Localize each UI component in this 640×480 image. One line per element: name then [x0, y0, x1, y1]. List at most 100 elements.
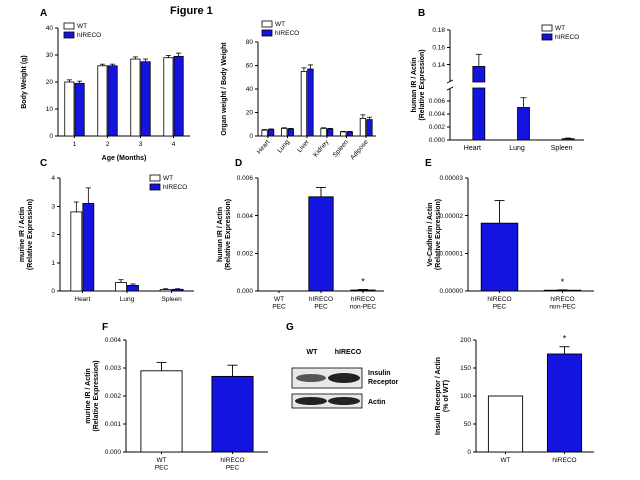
x-tick-label: Lung [276, 138, 291, 154]
bar-wt-5 [359, 117, 367, 137]
bar-hireco-2 [140, 61, 151, 137]
y-tick-label: 50 [464, 421, 472, 428]
y-tick-label: 100 [460, 393, 471, 400]
bar-wt-3 [163, 57, 174, 137]
blot-band [295, 397, 327, 405]
legend-swatch-wt [63, 22, 75, 30]
y-tick-label: 0.000 [237, 288, 254, 295]
significance-star: * [561, 277, 565, 287]
bar-hireco-0 [74, 82, 85, 137]
blot-band [328, 397, 360, 405]
y-tick-label: 0.003 [105, 365, 122, 372]
bar-wt-1 [281, 127, 288, 137]
y-tick-label: 0 [249, 133, 253, 140]
panel-letter: E [425, 158, 432, 169]
y-tick-label: 2 [51, 232, 55, 239]
axis-break [446, 86, 454, 91]
significance-star: * [361, 276, 365, 286]
bar-lower-0 [472, 87, 486, 141]
bar-1 [211, 375, 254, 453]
bar-upper-0 [472, 66, 486, 83]
blot-band [296, 374, 326, 382]
y-tick-label: 60 [246, 63, 254, 70]
x-tick-label: 2 [106, 141, 110, 148]
y-tick-label: 0.006 [237, 175, 254, 182]
x-axis-label: Age (Months) [102, 155, 147, 162]
y-tick-label: 40 [46, 25, 54, 32]
bar-0 [480, 222, 519, 292]
x-tick-label: hIRECO PEC [220, 457, 244, 472]
bar-wt-1 [97, 65, 108, 137]
chart-panel-A2: 0 20 40 60 80 Organ weight / Body Weight Heart… [221, 20, 376, 161]
legend-label: hIRECO [163, 184, 187, 191]
chart-panel-C: C 0 1 2 3 4 murine IR / Actin(Relative Express… [19, 158, 194, 303]
blot-strip-insulin-receptor [291, 367, 363, 389]
chart-panel-G: 0 50 100 150 200 Insulin Receptor / Actin(% o… [435, 334, 594, 464]
legend-swatch-hireco [63, 31, 75, 39]
blot-row-label: Actin [368, 399, 386, 406]
x-tick-label: hIRECO non-PEC [549, 296, 576, 311]
y-tick-label: 30 [46, 52, 54, 59]
y-tick-label: 4 [51, 175, 55, 182]
panel-letter: B [418, 8, 425, 19]
y-tick-label: 0.004 [429, 111, 446, 118]
blot-row-label: Insulin Receptor [368, 370, 399, 386]
y-tick-label: 0.002 [237, 251, 254, 258]
bar-hireco-3 [326, 128, 334, 137]
y-tick-label: 0.18 [432, 27, 445, 34]
x-tick-label: Heart [256, 139, 272, 156]
chart-panel-B: B 0.000 0.002 0.004 0.006 0.14 0.16 0.18 human I… [411, 8, 584, 152]
bar-2 [561, 138, 575, 141]
x-tick-label: 1 [73, 141, 77, 148]
bar-wt-0 [70, 211, 83, 292]
western-blot: G WT hIRECO Insulin Receptor Actin [286, 322, 399, 409]
x-tick-label: Kidney [312, 138, 331, 158]
y-tick-label: 0 [51, 288, 55, 295]
bar-hireco-4 [346, 131, 353, 137]
x-tick-label: Lung [509, 145, 525, 152]
bar-wt-2 [130, 58, 141, 137]
legend-label: WT [77, 23, 87, 30]
legend-swatch-hireco [261, 29, 273, 37]
y-tick-label: 0 [467, 449, 471, 456]
y-tick-label: 10 [46, 106, 54, 113]
y-tick-label: 20 [246, 110, 254, 117]
legend-label: hIRECO [555, 34, 579, 41]
y-tick-label: 0.00003 [440, 175, 464, 182]
figure-title: Figure 1 [170, 5, 213, 17]
y-axis-label: human IR / Actin(Relative Expression) [217, 199, 232, 270]
bar-1 [308, 196, 334, 292]
panel-letter: G [286, 322, 294, 333]
panel-letter: C [40, 158, 47, 169]
bar-hireco-1 [287, 128, 294, 137]
bar-wt-0 [261, 129, 268, 137]
bar-1 [546, 353, 583, 453]
bar-hireco-3 [173, 55, 184, 137]
chart-panel-E: E 0.00000 0.00001 0.00002 0.00003 Ve-Cadherin… [425, 158, 594, 311]
x-tick-label: Heart [464, 145, 481, 152]
y-tick-label: 0.00001 [440, 251, 464, 258]
bar-wt-2 [300, 70, 308, 137]
chart-panel-F: F 0.000 0.001 0.002 0.003 0.004 murine IR / Ac… [85, 322, 268, 472]
bar-hireco-2 [307, 68, 314, 137]
legend-label: hIRECO [275, 30, 299, 37]
y-tick-label: 20 [46, 79, 54, 86]
y-tick-label: 0.00002 [440, 213, 464, 220]
bar-hireco-1 [107, 65, 118, 137]
blot-lane-label: WT [307, 349, 319, 356]
y-tick-label: 0.006 [429, 98, 446, 105]
legend-label: WT [275, 21, 285, 28]
y-tick-label: 0.004 [105, 337, 122, 344]
y-axis-label: Ve-Cadherin / Actin(Relative Expression) [427, 199, 442, 270]
bar-wt-1 [115, 282, 127, 292]
chart-panel-A1: A 0 10 20 30 40 Body Weight (g) Age (Months) 1 2 3… [21, 8, 190, 162]
bar-wt-0 [64, 81, 75, 137]
legend-label: WT [163, 175, 173, 182]
y-tick-label: 40 [246, 86, 254, 93]
y-tick-label: 0.16 [432, 45, 445, 52]
x-tick-label: Spleen [162, 296, 183, 303]
bar-hireco-2 [171, 288, 184, 292]
bar-1 [543, 289, 582, 292]
legend-swatch-wt [149, 174, 161, 182]
